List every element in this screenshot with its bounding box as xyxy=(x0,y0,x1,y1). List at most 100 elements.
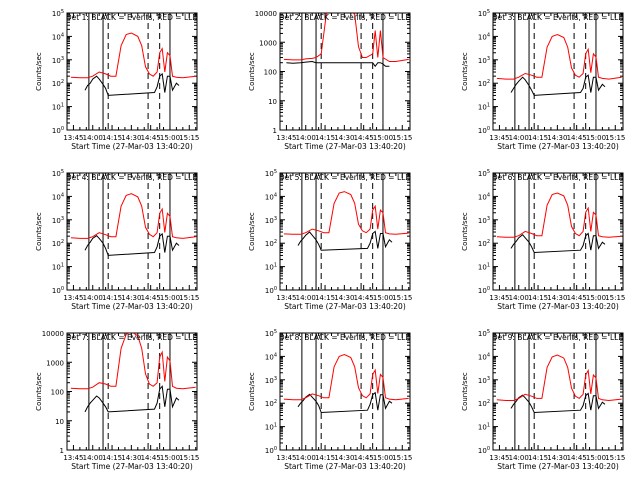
x-tick-label: 13:45 xyxy=(63,454,83,462)
y-tick-label: 104 xyxy=(52,32,64,41)
y-tick-label: 101 xyxy=(265,423,277,432)
series-group xyxy=(283,13,409,68)
axes-frame xyxy=(279,332,411,451)
y-tick-label: 100 xyxy=(478,286,490,295)
y-tick-label: 105 xyxy=(52,169,64,178)
y-tick-label: 10 xyxy=(268,98,277,106)
y-tick-label: 104 xyxy=(478,32,490,41)
x-tick-label: 14:00 xyxy=(296,454,316,462)
x-tick-label: 14:30 xyxy=(121,294,141,302)
x-tick-label: 14:45 xyxy=(567,294,587,302)
x-tick-label: 15:00 xyxy=(160,134,180,142)
x-tick-label: 15:15 xyxy=(605,134,625,142)
panel-title: Det 6: BLACK = Events, RED = LLD xyxy=(492,173,624,182)
x-axis-label: Start Time (27-Mar-03 13:40:20) xyxy=(497,302,619,311)
x-axis-label: Start Time (27-Mar-03 13:40:20) xyxy=(71,462,193,471)
y-tick-label: 100 xyxy=(51,389,64,397)
x-tick-label: 15:00 xyxy=(373,454,393,462)
x-tick-label: 14:15 xyxy=(528,134,548,142)
x-tick-label: 14:15 xyxy=(102,454,122,462)
x-tick-label: 14:00 xyxy=(509,454,529,462)
panel-title: Det 7: BLACK = Events, RED = LLD xyxy=(66,333,198,342)
x-tick-label: 14:45 xyxy=(567,134,587,142)
y-tick-label: 103 xyxy=(478,56,490,65)
x-tick-label: 13:45 xyxy=(63,134,83,142)
axes-frame xyxy=(279,172,411,291)
y-tick-label: 1000 xyxy=(46,359,64,367)
x-axis-label: Start Time (27-Mar-03 13:40:20) xyxy=(497,462,619,471)
x-tick-label: 14:45 xyxy=(354,454,374,462)
x-tick-label: 14:45 xyxy=(354,134,374,142)
series-line-events xyxy=(84,232,180,256)
x-tick-label: 13:45 xyxy=(276,454,296,462)
x-tick-label: 15:00 xyxy=(160,294,180,302)
series-line-events xyxy=(84,385,180,413)
y-axis-label: Counts/sec xyxy=(461,212,469,251)
series-line-lld xyxy=(283,13,409,62)
y-tick-label: 100 xyxy=(52,286,64,295)
y-tick-label: 100 xyxy=(478,446,490,455)
series-line-events xyxy=(297,230,393,251)
x-tick-label: 14:00 xyxy=(296,134,316,142)
x-tick-label: 15:00 xyxy=(586,454,606,462)
x-tick-label: 15:15 xyxy=(392,134,412,142)
x-tick-label: 14:30 xyxy=(547,294,567,302)
x-tick-label: 14:30 xyxy=(334,294,354,302)
series-line-lld xyxy=(70,333,196,390)
y-axis-label: Counts/sec xyxy=(248,212,256,251)
x-axis-label: Start Time (27-Mar-03 13:40:20) xyxy=(284,142,406,151)
x-tick-label: 14:45 xyxy=(141,454,161,462)
y-tick-label: 1 xyxy=(60,447,64,455)
x-tick-label: 13:45 xyxy=(489,454,509,462)
series-group xyxy=(496,192,622,254)
y-tick-label: 105 xyxy=(52,9,64,18)
y-axis-label: Counts/sec xyxy=(461,372,469,411)
series-line-lld xyxy=(496,192,622,238)
axes-frame xyxy=(66,12,198,131)
panel-det-4: 100 101 102 103 104 105 13:45 14:00 14:15 14:30 14… xyxy=(35,169,199,311)
axes-frame xyxy=(66,332,198,451)
y-tick-label: 101 xyxy=(478,423,490,432)
panel-title: Det 1: BLACK = Events, RED = LLD xyxy=(66,13,198,22)
x-tick-label: 15:00 xyxy=(373,294,393,302)
series-line-events xyxy=(510,232,606,254)
series-line-events xyxy=(286,60,390,68)
x-tick-label: 13:45 xyxy=(489,134,509,142)
x-tick-label: 14:15 xyxy=(315,134,335,142)
x-tick-label: 14:15 xyxy=(528,294,548,302)
x-tick-label: 15:15 xyxy=(179,454,199,462)
series-line-events xyxy=(84,72,180,96)
y-tick-label: 102 xyxy=(52,239,64,248)
panel-title: Det 5: BLACK = Events, RED = LLD xyxy=(279,173,411,182)
y-tick-label: 103 xyxy=(265,376,277,385)
x-tick-label: 14:00 xyxy=(83,294,103,302)
x-tick-label: 14:30 xyxy=(334,454,354,462)
y-axis-label: Counts/sec xyxy=(35,372,43,411)
series-group xyxy=(496,354,622,414)
panel-title: Det 2: BLACK = Events, RED = LLD xyxy=(279,13,411,22)
y-tick-label: 103 xyxy=(52,216,64,225)
x-axis-label: Start Time (27-Mar-03 13:40:20) xyxy=(284,462,406,471)
series-group xyxy=(283,353,409,414)
x-axis-label: Start Time (27-Mar-03 13:40:20) xyxy=(284,302,406,311)
series-line-lld xyxy=(283,191,409,235)
y-tick-label: 103 xyxy=(478,376,490,385)
y-tick-label: 103 xyxy=(265,216,277,225)
x-tick-label: 14:15 xyxy=(102,294,122,302)
series-line-lld xyxy=(283,353,409,401)
x-tick-label: 14:30 xyxy=(121,454,141,462)
x-tick-label: 15:00 xyxy=(160,454,180,462)
y-tick-label: 101 xyxy=(52,263,64,272)
y-axis-label: Counts/sec xyxy=(248,372,256,411)
series-line-lld xyxy=(70,32,196,79)
series-line-lld xyxy=(496,33,622,80)
x-tick-label: 15:00 xyxy=(586,294,606,302)
panel-det-1: 100 101 102 103 104 105 13:45 14:00 14:15 14:30 14… xyxy=(35,9,199,151)
series-line-lld xyxy=(70,193,196,239)
panel-title: Det 4: BLACK = Events, RED = LLD xyxy=(66,173,198,182)
y-tick-label: 105 xyxy=(265,169,277,178)
x-tick-label: 14:30 xyxy=(334,134,354,142)
x-tick-label: 15:15 xyxy=(392,294,412,302)
